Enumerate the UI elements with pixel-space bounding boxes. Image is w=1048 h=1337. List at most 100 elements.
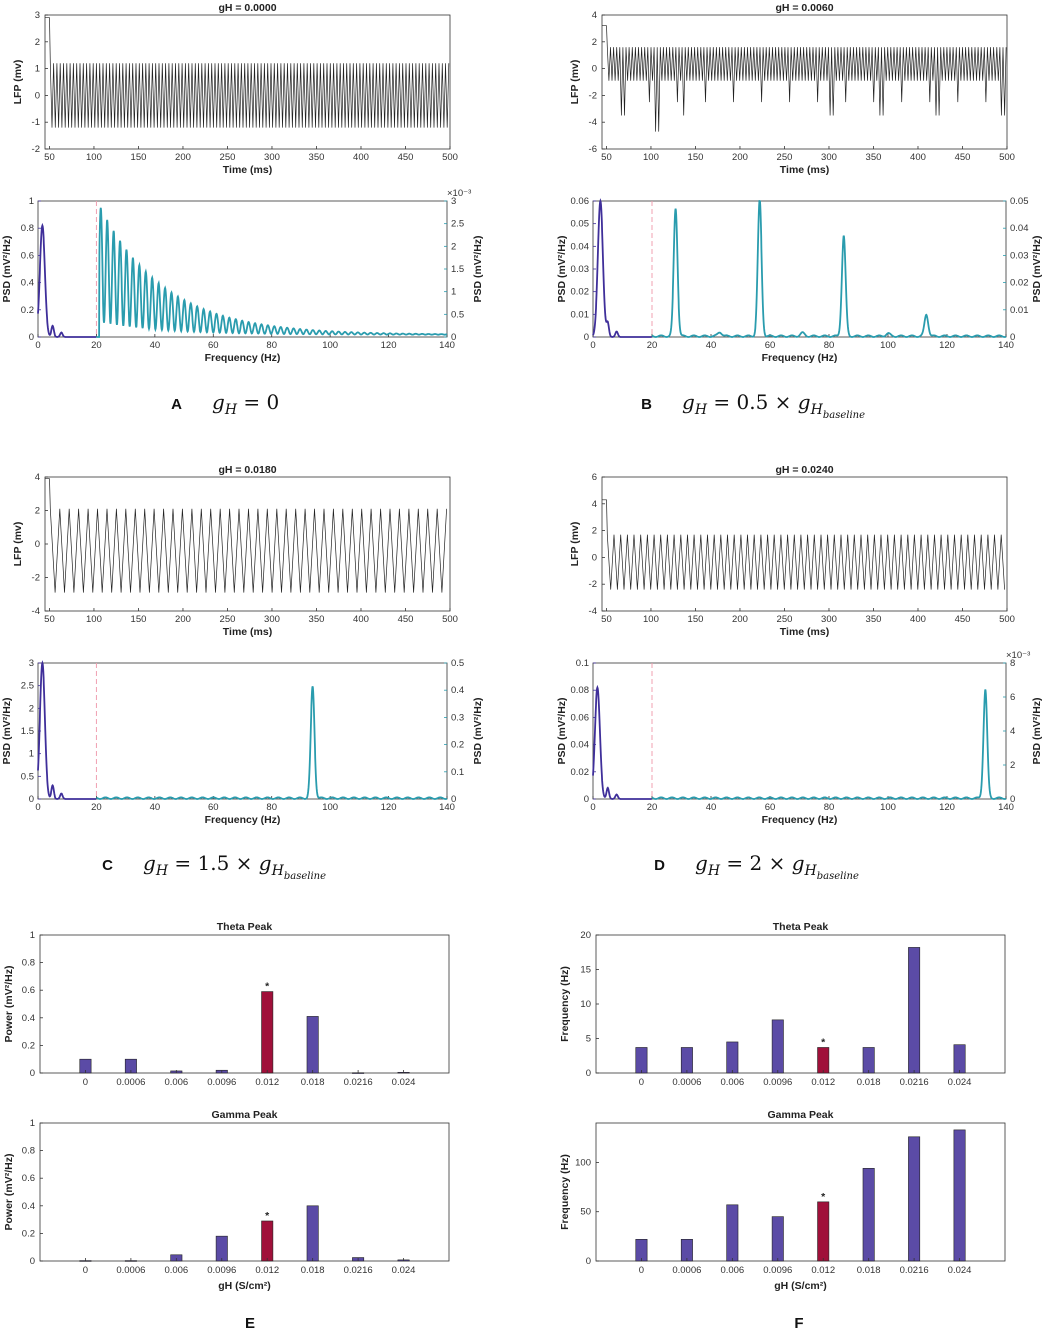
significance-star: * <box>821 1036 826 1048</box>
caption-math: gH = 0 <box>212 390 279 418</box>
bar-highlight <box>817 1201 830 1262</box>
x-tick-label: 0.0216 <box>900 1265 929 1276</box>
lfp-xlabel: Time (ms) <box>780 626 829 638</box>
y-tick-label: 0 <box>586 1068 591 1079</box>
y-tick-right-label: 0.1 <box>451 767 464 778</box>
x-tick-label: 150 <box>688 614 704 625</box>
x-tick-label: 0.0006 <box>116 1265 145 1276</box>
y-tick-right-label: 0 <box>1010 794 1015 805</box>
x-tick-label: 300 <box>821 614 837 625</box>
y-tick-left-label: 0.06 <box>571 196 590 207</box>
x-tick-label: 300 <box>264 614 280 625</box>
x-tick-label: 200 <box>175 614 191 625</box>
y-tick-left-label: 0.02 <box>571 287 590 298</box>
x-tick-label: 450 <box>398 152 414 163</box>
panel-letter-A: A <box>171 396 182 413</box>
y-tick-label: 0.6 <box>22 1173 35 1184</box>
y-tick-label: 4 <box>35 472 40 483</box>
y-tick-label: -4 <box>589 117 597 128</box>
y-tick-label: 6 <box>592 472 597 483</box>
bar <box>771 1019 784 1074</box>
x-tick-label: 0.0096 <box>207 1077 236 1088</box>
y-tick-label: 2 <box>35 37 40 48</box>
psd-plot-D: 0 20 40 60 80 100 120 14000.020.040.060.080.102… <box>556 650 1043 826</box>
y-tick-right-label: 0.03 <box>1010 250 1029 261</box>
y-tick-label: 0 <box>586 1256 591 1267</box>
right-exponent: ×10⁻³ <box>447 188 471 199</box>
psd-plot-A: 0 20 40 60 80 100 120 14000.20.40.60.8100.511.5… <box>1 188 484 364</box>
x-tick-label: 0.0096 <box>763 1265 792 1276</box>
axes-box <box>39 934 450 1074</box>
y-tick-right-label: 2 <box>451 241 456 252</box>
bar <box>771 1216 784 1262</box>
y-tick-left-label: 0.4 <box>21 278 34 289</box>
y-tick-label: 100 <box>575 1157 591 1168</box>
y-tick-right-label: 2 <box>1010 760 1015 771</box>
x-tick-label: 80 <box>266 802 277 813</box>
x-tick-label: 500 <box>442 152 458 163</box>
x-tick-label: 120 <box>939 340 955 351</box>
x-tick-label: 0.006 <box>164 1265 188 1276</box>
lfp-title: gH = 0.0060 <box>775 2 833 14</box>
bar <box>635 1239 648 1262</box>
bar <box>680 1047 693 1074</box>
y-tick-label: 20 <box>580 930 591 941</box>
x-tick-label: 0.018 <box>301 1265 325 1276</box>
right-exponent: ×10⁻³ <box>1006 650 1030 661</box>
x-tick-label: 40 <box>706 340 717 351</box>
panel-letter-F: F <box>794 1315 803 1332</box>
y-tick-left-label: 0 <box>584 332 589 343</box>
theta-psd-curve <box>37 660 97 800</box>
y-tick-right-label: 0.3 <box>451 712 464 723</box>
caption-math: gH = 2 × gHbaseline <box>695 851 859 882</box>
x-tick-label: 450 <box>955 152 971 163</box>
axes-box <box>39 1122 450 1262</box>
bar-title: Gamma Peak <box>768 1109 834 1121</box>
y-tick-label: -2 <box>32 573 40 584</box>
x-tick-label: 0.018 <box>857 1265 881 1276</box>
y-tick-label: 0.6 <box>22 985 35 996</box>
significance-star: * <box>821 1191 826 1203</box>
y-tick-left-label: 0.03 <box>571 264 590 275</box>
lfp-ylabel: LFP (mv) <box>569 522 581 567</box>
x-tick-label: 100 <box>880 340 896 351</box>
x-tick-label: 250 <box>777 152 793 163</box>
lfp-plot-D: gH = 0.0240 50 100 150 200 250 300 350 400 450 500… <box>569 464 1015 638</box>
y-tick-left-label: 0.1 <box>576 658 589 669</box>
psd-ylabel-right: PSD (mV²/Hz) <box>472 235 484 302</box>
y-tick-label: -1 <box>32 117 40 128</box>
x-tick-label: 60 <box>208 340 219 351</box>
bar-xlabel: gH (S/cm²) <box>774 1280 827 1292</box>
axes-box <box>595 1122 1006 1262</box>
x-tick-label: 120 <box>381 340 397 351</box>
y-tick-left-label: 0.5 <box>21 771 34 782</box>
lfp-plot-C: gH = 0.0180 50 100 150 200 250 300 350 400 450 500… <box>12 464 458 638</box>
axes-box <box>37 662 448 800</box>
x-tick-label: 100 <box>86 152 102 163</box>
bar-chart-3: Gamma Peak 0 50 100 Frequency (Hz) 0 0.0006 0.0… <box>559 1109 1006 1292</box>
y-tick-right-label: 8 <box>1010 658 1015 669</box>
y-tick-label: 2 <box>592 37 597 48</box>
caption-math: gH = 0.5 × gHbaseline <box>682 390 865 421</box>
x-tick-label: 350 <box>309 152 325 163</box>
y-tick-label: 4 <box>592 10 597 21</box>
x-tick-label: 0.006 <box>720 1265 744 1276</box>
y-tick-label: 0.8 <box>22 1146 35 1157</box>
y-tick-right-label: 0.5 <box>451 309 464 320</box>
psd-plot-C: 0 20 40 60 80 100 120 14000.511.522.5300.10.20.… <box>1 658 484 826</box>
gamma-psd-curve <box>651 200 1007 338</box>
bar <box>215 1235 228 1262</box>
x-tick-label: 100 <box>880 802 896 813</box>
x-tick-label: 100 <box>322 340 338 351</box>
x-tick-label: 20 <box>647 802 658 813</box>
y-tick-left-label: 0.05 <box>571 219 590 230</box>
y-tick-label: 0 <box>35 539 40 550</box>
x-tick-label: 0.0006 <box>116 1077 145 1088</box>
y-tick-label: 3 <box>35 10 40 21</box>
x-tick-label: 50 <box>44 152 55 163</box>
x-tick-label: 20 <box>91 340 102 351</box>
x-tick-label: 0.018 <box>857 1077 881 1088</box>
y-tick-left-label: 0.04 <box>571 740 590 751</box>
